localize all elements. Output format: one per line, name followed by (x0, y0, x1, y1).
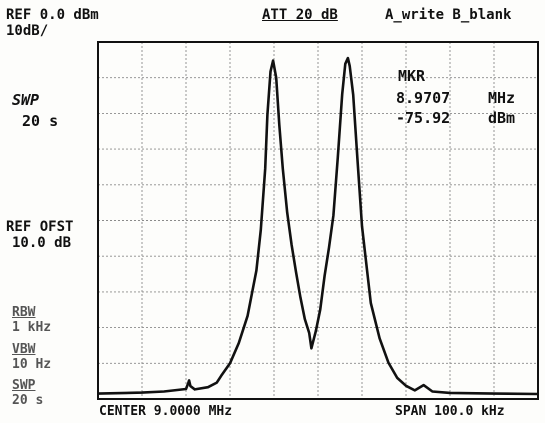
vbw-value: 10 Hz (12, 357, 52, 372)
swp-value: 20 s (12, 393, 44, 408)
marker-frequency-value: 8.9707 (396, 89, 451, 107)
trace-mode-readout: A_write B_blank (385, 7, 512, 23)
span-readout: SPAN 100.0 kHz (395, 404, 505, 419)
vbw-label: VBW (12, 342, 36, 357)
marker-label: MKR (398, 67, 426, 85)
plot-grid (98, 42, 538, 399)
rbw-value: 1 kHz (12, 320, 52, 335)
ref-level-readout: REF 0.0 dBm (6, 7, 99, 23)
spectrum-trace (97, 56, 539, 396)
center-frequency-readout: CENTER 9.0000 MHz (99, 404, 233, 419)
swp-label: SWP (12, 378, 36, 393)
marker-level-value: -75.92 (396, 109, 451, 127)
ref-offset-value: 10.0 dB (12, 235, 72, 251)
sweep-value: 20 s (22, 112, 59, 130)
ref-offset-label: REF OFST (6, 219, 74, 235)
attenuation-readout: ATT 20 dB (262, 7, 338, 23)
marker-frequency-unit: MHz (488, 89, 516, 107)
marker-level-unit: dBm (488, 109, 516, 127)
plot-frame (97, 41, 539, 400)
scale-readout: 10dB/ (6, 23, 49, 39)
rbw-label: RBW (12, 305, 36, 320)
sweep-label: SWP (12, 91, 40, 109)
